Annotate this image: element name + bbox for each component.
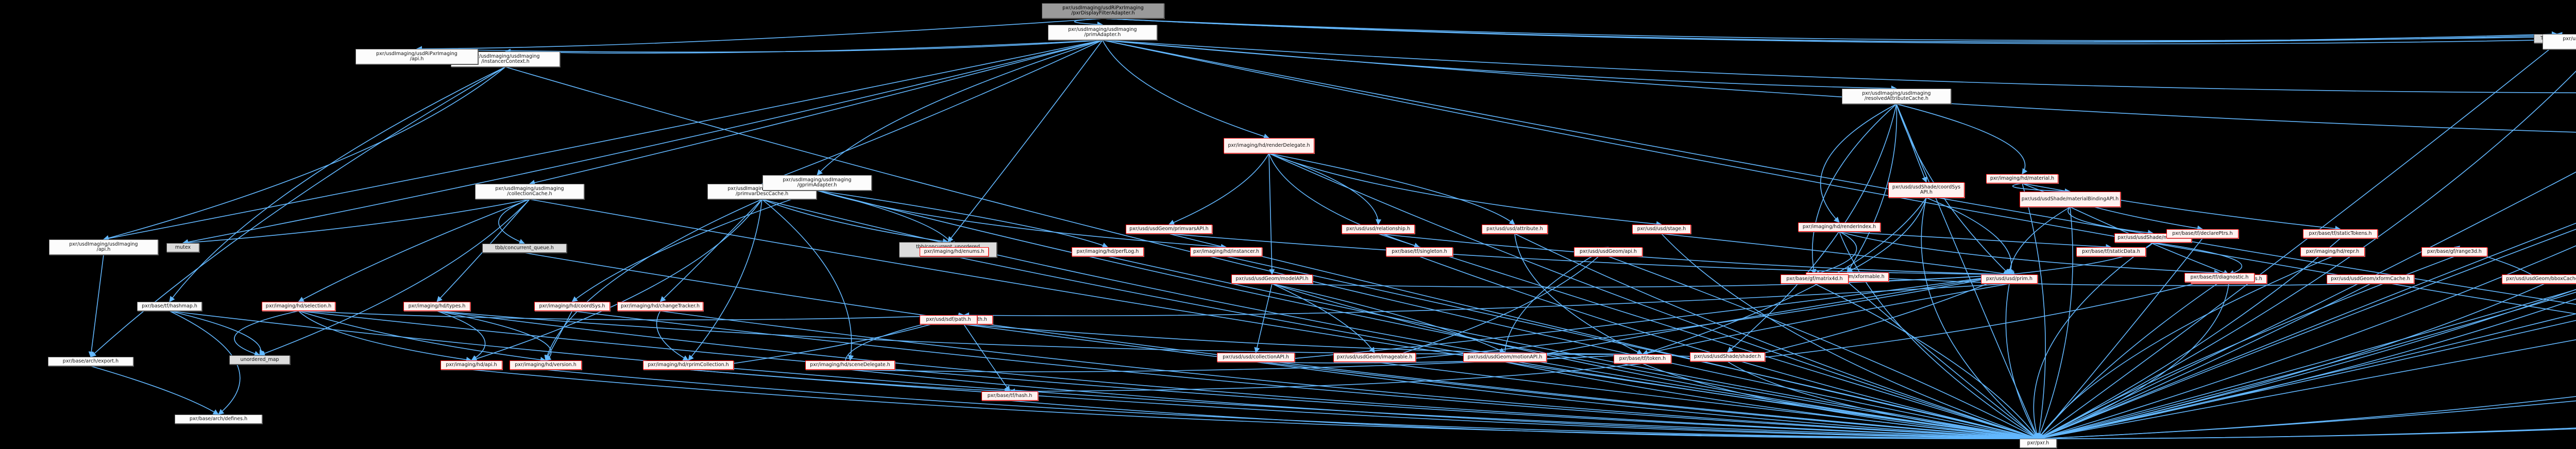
graph-node[interactable]: pxr/usdImaging/usdImaging /primvarDescCa… <box>707 184 817 199</box>
graph-node[interactable]: pxr/imaging/hd/renderDelegate.h <box>1224 138 1314 153</box>
graph-node[interactable]: pxr/usd/usdShade/shader.h <box>1690 352 1765 361</box>
graph-node[interactable]: pxr/base/tf/diagnostic.h <box>2184 273 2255 282</box>
graph-node[interactable]: pxr/usd/usdGeom/imageable.h <box>1333 353 1416 362</box>
graph-node[interactable]: pxr/usdImaging/usdImaging /gprimAdapter.… <box>762 175 872 191</box>
graph-node[interactable]: pxr/base/tf/singleton.h <box>1386 247 1453 256</box>
graph-node[interactable]: pxr/base/tf/staticTokens.h <box>2303 229 2378 238</box>
graph-node[interactable]: pxr/usdImaging/usdImaging /primAdapter.h <box>1048 25 1157 40</box>
graph-node[interactable]: pxr/base/gf/range3d.h <box>2421 247 2487 256</box>
graph-node[interactable]: pxr/usd/usd/relationship.h <box>1342 224 1415 234</box>
graph-node[interactable]: pxr/imaging/hd/repr.h <box>2300 247 2365 256</box>
graph-node[interactable]: pxr/imaging/hd/instancer.h <box>1190 247 1262 256</box>
graph-node[interactable]: pxr/base/tf/hashmap.h <box>137 302 202 311</box>
graph-node[interactable]: pxr/imaging/hd/api.h <box>440 360 502 370</box>
graph-node[interactable]: pxr/imaging/hd/rprimCollection.h <box>643 360 734 370</box>
graph-node[interactable]: pxr/imaging/hd/changeTracker.h <box>617 302 703 311</box>
graph-node[interactable]: pxr/usd/usd/prim.h <box>1981 274 2038 284</box>
graph-node[interactable]: pxr/usdImaging/usdRiPxrImaging /api.h <box>355 49 478 64</box>
graph-node[interactable]: pxr/usd/usdGeom/api.h <box>1574 247 1642 256</box>
graph-node[interactable]: pxr/usd/usd/collectionAPI.h <box>1217 353 1295 362</box>
graph-node[interactable]: pxr/usd/sdf/path.h <box>920 315 977 324</box>
graph-node[interactable]: mutex <box>166 243 199 252</box>
graph-node[interactable]: pxr/base/arch/defines.h <box>175 415 262 424</box>
graph-node[interactable]: pxr/imaging/hd/renderIndex.h <box>1798 222 1880 232</box>
graph-node[interactable]: pxr/imaging/hd/coordSys.h <box>534 302 610 311</box>
graph-node[interactable]: pxr/imaging/hd/enums.h <box>920 247 989 256</box>
graph-node[interactable]: pxr/usdImaging/usdImaging /collectionCac… <box>475 184 584 199</box>
graph-node[interactable]: pxr/base/tf/hash.h <box>981 391 1038 401</box>
graph-node[interactable]: pxr/usdImaging/usdImaging /api.h <box>49 239 158 255</box>
graph-node[interactable]: pxr/usd/usdShade/materialBindingAPI.h <box>2020 192 2121 207</box>
graph-node[interactable]: pxr/usd/usd/attribute.h <box>1482 224 1548 234</box>
graph-node[interactable]: pxr/usd/usdGeom/primvarsAPI.h <box>1126 224 1212 234</box>
graph-node[interactable]: pxr/usd/usd/stage.h <box>1632 224 1691 234</box>
graph-node[interactable]: pxr/base/arch/export.h <box>48 357 133 366</box>
graph-node[interactable]: pxr/imaging/hd/perfLog.h <box>1072 247 1144 256</box>
graph-node[interactable]: pxr/base/tf/declarePtrs.h <box>2166 229 2239 238</box>
graph-node[interactable]: pxr/usdImaging/usdRiPxrImaging /pxrDispl… <box>1042 3 1164 19</box>
graph-node[interactable]: tbb/concurrent_queue.h <box>482 244 567 253</box>
graph-node[interactable]: pxr/usd/usdGeom/motionAPI.h <box>1463 353 1547 362</box>
graph-node[interactable]: pxr/base/gf/matrix4d.h <box>1781 274 1849 284</box>
graph-node[interactable]: pxr/imaging/hd/sceneDelegate.h <box>805 360 895 370</box>
graph-node[interactable]: pxr/imaging/hd/version.h <box>510 360 582 370</box>
graph-node[interactable]: pxr/usd/usdGeom/xformCache.h <box>2327 274 2414 284</box>
graph-node[interactable]: pxr/base/tf/token.h <box>1614 354 1671 364</box>
graph-node[interactable]: pxr/imaging/hd/selection.h <box>262 302 335 311</box>
graph-node[interactable]: pxr/usd/usdShade/coordSys API.h <box>1888 182 1964 198</box>
graph-node[interactable]: pxr/pxr.h <box>2020 439 2057 448</box>
graph-node[interactable]: pxr/usd/usdGeom/modelAPI.h <box>1231 274 1313 284</box>
graph-node[interactable]: pxr/usd/usdGeom/bboxCache.h <box>2502 274 2576 284</box>
graph-node[interactable]: pxr/usdImaging/usdImaging /unitTestHelpe… <box>2543 34 2576 49</box>
graph-node[interactable]: pxr/imaging/hd/material.h <box>1986 174 2058 183</box>
graph-node[interactable]: unordered_map <box>229 355 290 365</box>
graph-node[interactable]: pxr/imaging/hd/types.h <box>403 302 470 311</box>
graph-node[interactable]: pxr/base/tf/staticData.h <box>2076 247 2146 256</box>
graph-node[interactable]: pxr/usdImaging/usdImaging /resolvedAttri… <box>1842 89 1951 104</box>
